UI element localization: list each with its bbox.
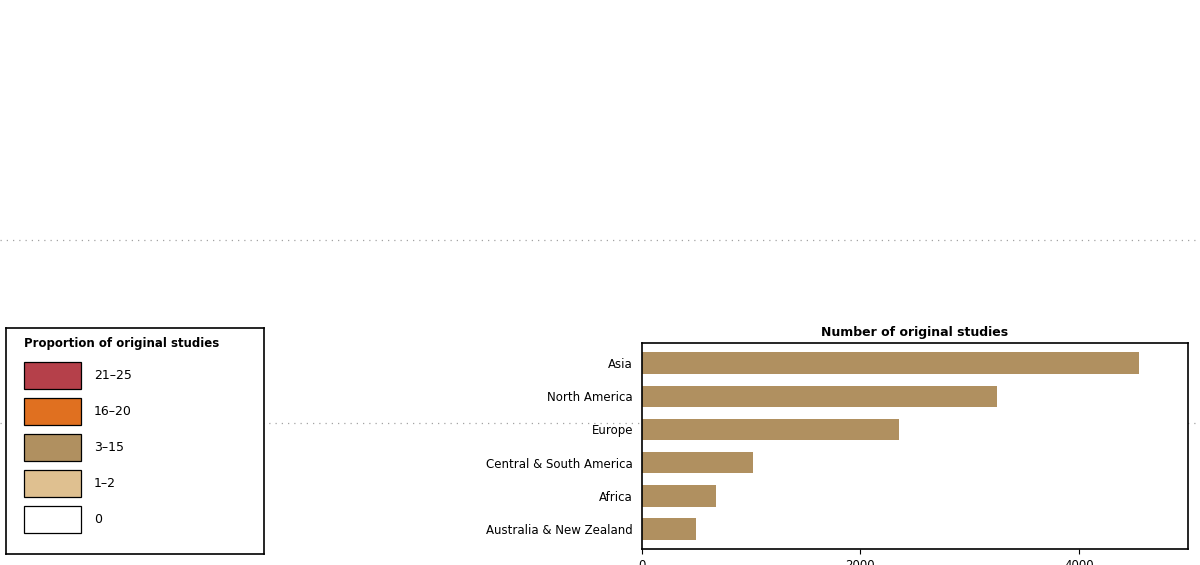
Bar (642, 518, 696, 540)
Text: 3–15: 3–15 (94, 441, 124, 454)
Bar (642, 353, 1139, 374)
Title: Number of original studies: Number of original studies (822, 326, 1008, 339)
Text: 16–20: 16–20 (94, 405, 132, 418)
Bar (642, 419, 899, 440)
Bar (24, 398, 80, 425)
Text: 1–2: 1–2 (94, 477, 115, 490)
Bar (24, 434, 80, 461)
Bar (24, 506, 80, 533)
Bar (24, 362, 80, 389)
Text: 0: 0 (94, 513, 102, 527)
Bar (642, 452, 754, 473)
Text: Proportion of original studies: Proportion of original studies (24, 337, 220, 350)
Bar (642, 485, 716, 507)
Text: 21–25: 21–25 (94, 368, 132, 382)
Bar (24, 470, 80, 497)
Bar (642, 385, 997, 407)
